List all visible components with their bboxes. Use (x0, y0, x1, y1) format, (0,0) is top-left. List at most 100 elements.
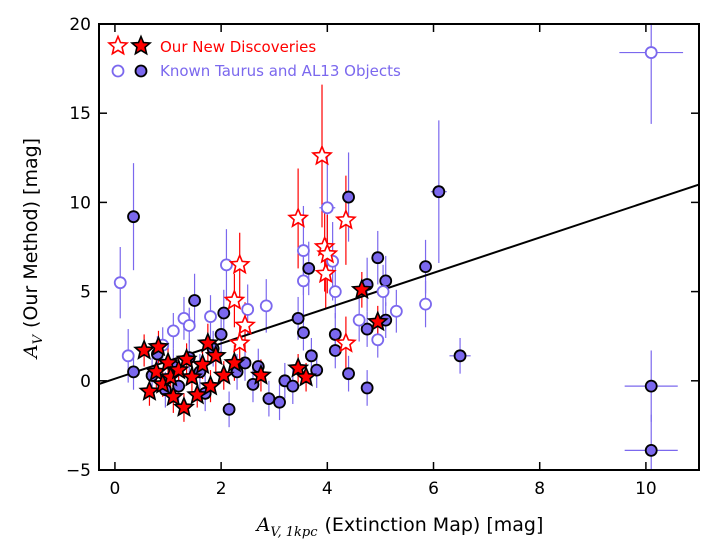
known-object-point-open (113, 276, 127, 290)
known-object-point-filled (286, 379, 300, 393)
known-object-point-filled (328, 344, 342, 357)
known-object-point-filled (432, 185, 446, 199)
known-object-point-filled (342, 367, 355, 381)
legend-star-filled-icon (129, 34, 153, 56)
known-object-point-filled (217, 306, 231, 320)
new-discovery-star-filled (191, 353, 214, 375)
known-object-point-filled (379, 274, 393, 288)
known-object-point-filled (302, 262, 316, 275)
x-tick-label: 6 (428, 479, 439, 499)
known-object-point-open (376, 285, 390, 299)
known-object-point-filled (304, 349, 318, 363)
new-discovery-star-filled (249, 363, 272, 385)
new-discovery-star-filled (180, 365, 203, 387)
known-object-point-open (121, 349, 135, 363)
y-axis-ticks: −5 0 5 10 15 20 (66, 15, 699, 481)
x-tick-label: 2 (216, 479, 227, 499)
x-tick-label: 0 (110, 479, 121, 499)
known-object-point-filled (328, 328, 342, 341)
x-axis-text: (Extinction Map) [mag] (324, 514, 543, 536)
new-discovery-star-filled (196, 331, 219, 353)
known-object-point-filled (644, 443, 658, 457)
new-discovery-star-open (314, 262, 337, 284)
x-axis-subscript: V, 1kpc (270, 525, 318, 540)
legend-circle-filled-icon (134, 64, 148, 78)
known-object-point-open (320, 201, 334, 215)
y-tick-label: 5 (80, 283, 91, 303)
legend: Our New Discoveries Known Taurus and AL1… (106, 34, 401, 80)
known-object-point-open (352, 313, 366, 327)
known-object-point-open (259, 299, 273, 313)
legend-star-open-icon (106, 34, 130, 56)
known-object-point-filled (127, 210, 140, 224)
new-discovery-star-filled (199, 374, 222, 396)
new-discovery-star-filled (186, 383, 209, 405)
known-object-point-open (419, 297, 432, 311)
known-object-point-filled (188, 294, 201, 307)
new-discovery-star-open (287, 206, 310, 228)
known-object-point-open (328, 285, 342, 299)
fit-line (98, 183, 700, 385)
known-object-point-filled (127, 365, 140, 379)
known-object-point-open (204, 310, 217, 323)
known-object-point-filled (273, 395, 286, 409)
known-object-point-open (297, 274, 310, 288)
known-object-point-open (371, 333, 385, 347)
x-axis-ticks: 0 2 4 6 8 10 (110, 24, 657, 499)
new-discovery-star-filled (175, 347, 198, 369)
new-discovery-star-open (228, 331, 251, 353)
known-object-point-filled (222, 402, 236, 416)
y-axis-subscript: V (31, 333, 46, 344)
y-tick-label: 20 (69, 15, 91, 35)
legend-label-known-objects: Known Taurus and AL13 Objects (160, 62, 401, 80)
x-tick-label: 4 (322, 479, 333, 499)
x-tick-label: 8 (534, 479, 545, 499)
known-object-point-filled (297, 326, 310, 340)
known-object-point-open (220, 258, 233, 272)
new-discovery-star-filled (204, 344, 227, 366)
known-object-point-filled (291, 311, 305, 325)
legend-label-new-discoveries: Our New Discoveries (160, 38, 316, 56)
y-tick-label: 15 (69, 104, 91, 124)
new-discovery-star-open (310, 144, 334, 166)
legend-circle-open-icon (111, 64, 125, 78)
known-object-point-open (297, 244, 310, 257)
plot-frame (98, 23, 700, 471)
known-object-point-filled (360, 322, 374, 336)
known-object-point-filled (310, 363, 324, 377)
legend-entry-new-discoveries: Our New Discoveries (106, 34, 316, 56)
new-discovery-star-filled (212, 363, 235, 385)
y-tick-label: 0 (80, 372, 91, 392)
x-axis-label: AV, 1kpc (Extinction Map) [mag] (255, 514, 544, 540)
new-discovery-star-open (334, 208, 357, 230)
new-discovery-star-filled (138, 379, 161, 401)
y-axis-symbol: A (20, 344, 42, 360)
legend-entry-known-objects: Known Taurus and AL13 Objects (111, 62, 401, 80)
known-object-point-filled (453, 349, 467, 363)
known-object-point-open (644, 46, 658, 59)
known-object-point-open (166, 324, 180, 338)
new-discovery-star-filled (287, 356, 310, 378)
known-object-point-open (241, 303, 255, 316)
new-discovery-star-filled (162, 385, 185, 407)
known-object-point-filled (419, 260, 432, 274)
y-axis-text: (Our Method) [mag] (20, 138, 42, 328)
new-discovery-star-filled (350, 278, 373, 300)
new-discovery-star-open (223, 288, 246, 310)
new-discovery-star-filled (133, 338, 156, 360)
known-object-point-filled (342, 190, 355, 204)
x-tick-label: 10 (635, 479, 657, 499)
plot-area (98, 24, 700, 470)
new-discovery-star-open (228, 253, 251, 275)
y-tick-label: 10 (69, 193, 91, 213)
new-discovery-star-open (334, 331, 357, 353)
y-tick-label: −5 (66, 461, 91, 481)
new-discovery-star-filled (223, 351, 246, 373)
known-object-point-open (389, 304, 403, 318)
new-discovery-star-open (316, 242, 339, 264)
known-object-point-filled (262, 392, 276, 406)
new-discovery-star-filled (147, 335, 170, 357)
new-discovery-star-filled (172, 395, 195, 417)
known-object-point-open (182, 319, 196, 332)
